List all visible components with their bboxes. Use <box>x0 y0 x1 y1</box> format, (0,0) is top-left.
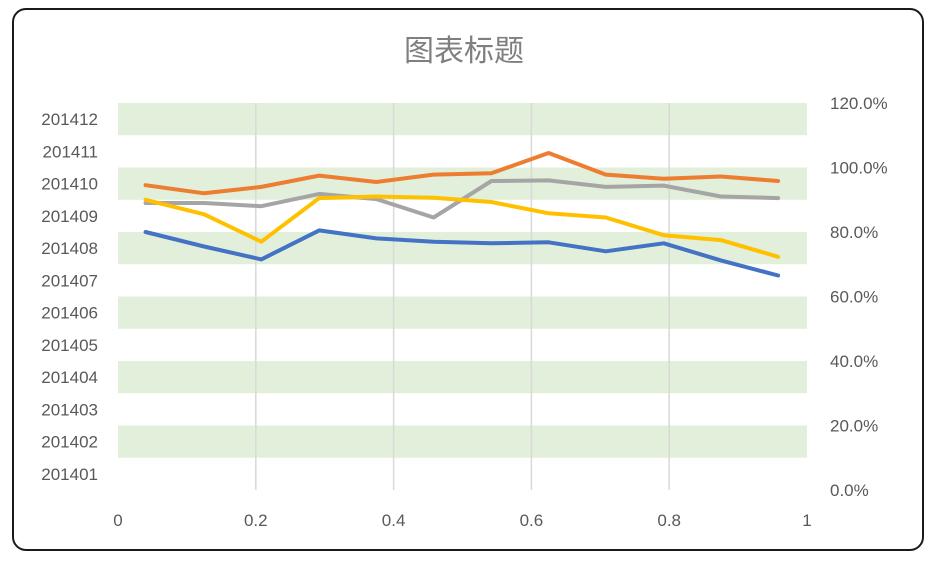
chart-title: 图表标题 <box>404 34 524 69</box>
left-tick-label: 201404 <box>41 368 98 387</box>
right-tick-label: 20.0% <box>830 417 878 436</box>
x-tick-label: 0.8 <box>657 511 681 530</box>
left-tick-label: 201410 <box>41 175 98 194</box>
left-tick-label: 201406 <box>41 304 98 323</box>
background-band <box>118 425 807 458</box>
left-tick-label: 201402 <box>41 433 98 452</box>
right-tick-label: 100.0% <box>830 159 888 178</box>
left-tick-label: 201403 <box>41 400 98 419</box>
left-tick-label: 201412 <box>41 110 98 129</box>
vertical-gridlines <box>255 103 670 490</box>
background-bands <box>118 103 807 458</box>
x-tick-label: 0 <box>113 511 122 530</box>
right-tick-label: 120.0% <box>830 94 888 113</box>
series-line-2 <box>143 151 781 196</box>
background-band <box>118 296 807 329</box>
series-layer <box>143 151 781 278</box>
left-tick-label: 201411 <box>43 142 98 161</box>
left-tick-label: 201409 <box>41 207 98 226</box>
x-tick-label: 0.4 <box>382 511 406 530</box>
x-tick-label: 0.2 <box>244 511 268 530</box>
left-tick-label: 201407 <box>41 271 98 290</box>
series-line-4 <box>143 194 781 259</box>
right-tick-label: 80.0% <box>830 223 878 242</box>
x-axis: 0 0.2 0.4 0.6 0.8 1 <box>113 511 811 530</box>
series-line-1 <box>143 228 781 278</box>
right-axis: 0.0% 20.0% 40.0% 60.0% 80.0% 100.0% 120.0% <box>830 94 888 500</box>
left-tick-label: 201401 <box>41 465 98 484</box>
x-tick-label: 1 <box>802 511 811 530</box>
chart-frame <box>12 8 924 551</box>
background-band <box>118 361 807 394</box>
left-tick-label: 201408 <box>41 239 98 258</box>
right-tick-label: 60.0% <box>830 288 878 307</box>
right-tick-label: 40.0% <box>830 352 878 371</box>
left-axis: 201401 201402 201403 201404 201405 201406 2014… <box>41 110 98 484</box>
right-tick-label: 0.0% <box>830 481 869 500</box>
left-tick-label: 201405 <box>41 336 98 355</box>
x-tick-label: 0.6 <box>520 511 544 530</box>
background-band <box>118 103 807 136</box>
